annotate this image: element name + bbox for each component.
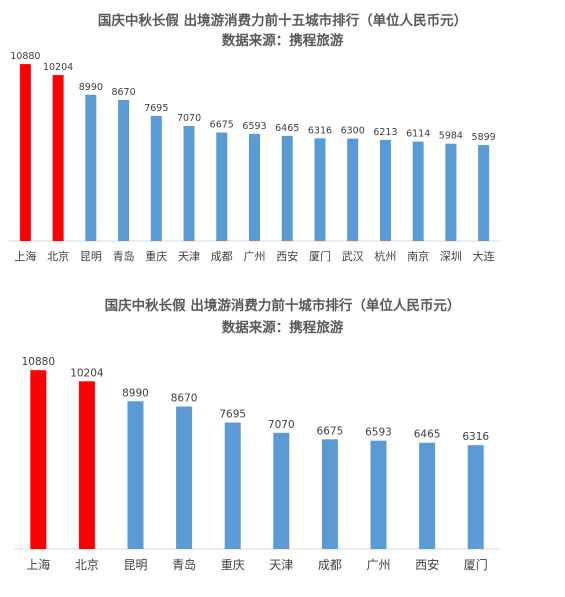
chart-bottom: 国庆中秋长假 出境游消费力前十城市排行（单位人民币元） 数据来源：携程旅游 10… [0,290,565,597]
tick-label: 成都 [211,250,233,263]
data-label: 6675 [210,119,234,130]
bar [273,432,290,549]
data-label: 5899 [472,132,496,143]
data-label: 6316 [462,431,489,443]
tick-label: 昆明 [123,558,147,572]
bar [216,132,228,241]
bar [347,138,359,241]
bar [445,143,457,241]
chart-subtitle: 数据来源：携程旅游 [221,33,344,49]
bar [52,75,64,241]
data-label: 7695 [144,103,168,114]
bar [183,126,195,241]
tick-label: 深圳 [440,250,462,263]
data-label: 10204 [43,62,73,73]
bar [150,115,162,241]
bar [127,401,144,549]
bar [379,139,391,241]
tick-label: 成都 [318,558,342,572]
data-label: 6114 [406,129,430,140]
bar-chart-top: 10880 上海 10204 北京 8990 昆明 8670 青岛 7695 重庆 7070 天津 66… [9,51,500,263]
bar [78,381,95,549]
data-label: 6593 [242,121,266,132]
bar [224,422,241,549]
bar [118,100,130,242]
bar [30,370,47,549]
bar [176,406,193,549]
data-label: 6593 [365,427,392,439]
data-label: 6300 [341,126,365,137]
data-label: 6675 [317,425,344,437]
bar [85,94,97,241]
data-label: 6213 [373,127,397,138]
data-label: 7070 [268,419,295,431]
data-label: 6465 [414,429,441,441]
bar [467,445,484,549]
tick-label: 重庆 [145,249,167,263]
tick-label: 重庆 [221,558,245,572]
data-label: 6465 [275,123,299,134]
bar [249,133,260,241]
data-label: 10880 [10,51,40,62]
bar [412,141,424,241]
bar [281,135,293,241]
tick-label: 上海 [26,557,50,572]
tick-label: 天津 [178,250,200,263]
tick-label: 杭州 [374,249,396,263]
tick-label: 昆明 [80,250,102,263]
bar [419,442,436,549]
bar [478,145,490,241]
tick-label: 南京 [407,249,429,263]
bar [370,440,387,549]
bar [321,439,338,549]
bar-chart-bottom: 10880 上海 10204 北京 8990 昆明 8670 青岛 7695 重庆 7070 天津 66… [14,356,500,572]
tick-label: 北京 [75,558,99,572]
data-label: 10880 [22,356,55,368]
tick-label: 武汉 [342,250,364,263]
tick-label: 大连 [473,249,495,263]
data-label: 8670 [171,393,198,405]
data-label: 5984 [439,131,463,142]
tick-label: 广州 [366,558,390,572]
tick-label: 广州 [244,250,266,263]
tick-label: 青岛 [113,249,135,263]
data-label: 6316 [308,125,332,136]
chart-subtitle: 数据来源：携程旅游 [221,320,344,336]
bar [19,64,31,241]
chart-title: 国庆中秋长假 出境游消费力前十五城市排行（单位人民币元） [97,13,468,29]
tick-label: 天津 [269,558,293,572]
bar [314,138,326,241]
tick-label: 西安 [415,557,439,572]
chart-title: 国庆中秋长假 出境游消费力前十城市排行（单位人民币元） [104,298,461,314]
data-label: 10204 [70,367,104,379]
chart-top: 国庆中秋长假 出境游消费力前十五城市排行（单位人民币元） 数据来源：携程旅游 1… [0,0,565,290]
tick-label: 北京 [47,249,69,263]
data-label: 8990 [79,82,103,93]
data-label: 8990 [122,387,149,399]
tick-label: 西安 [276,249,298,263]
data-label: 7070 [177,113,201,124]
data-label: 8670 [111,87,135,98]
tick-label: 青岛 [172,557,196,572]
data-label: 7695 [219,409,246,421]
tick-label: 上海 [14,249,36,263]
tick-label: 厦门 [309,249,331,263]
tick-label: 厦门 [464,557,488,572]
